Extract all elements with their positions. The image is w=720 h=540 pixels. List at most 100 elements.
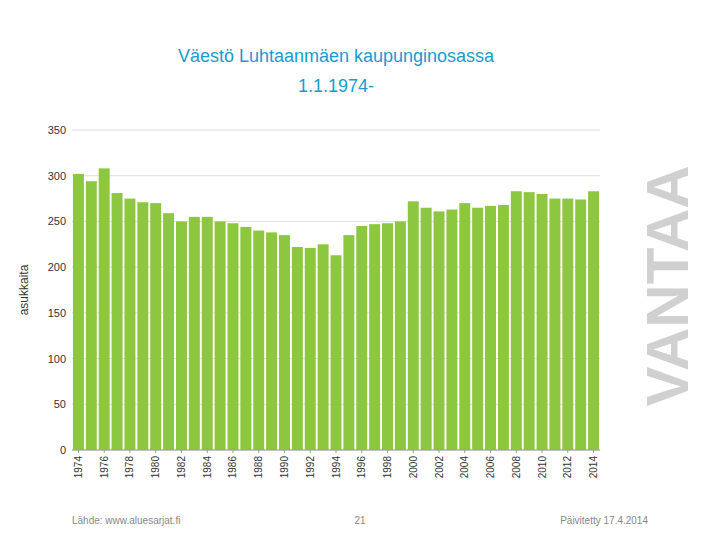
x-tick-label: 1974: [73, 456, 84, 479]
bar: [343, 235, 354, 450]
x-tick-label: 1994: [331, 456, 342, 479]
y-tick-label: 350: [48, 124, 66, 136]
x-tick-label: 2002: [434, 456, 445, 479]
footer-left: Lähde: www.aluesarjat.fi: [72, 515, 180, 526]
bar: [240, 227, 251, 450]
bar: [472, 208, 483, 450]
x-tick-label: 2006: [485, 456, 496, 479]
x-tick: [104, 450, 105, 453]
y-tick-label: 250: [48, 215, 66, 227]
bar: [202, 217, 213, 450]
y-tick-label: 150: [48, 307, 66, 319]
footer-center: 21: [354, 515, 366, 526]
x-tick-label: 1980: [150, 456, 161, 479]
watermark: VANTAA: [634, 165, 701, 406]
bar: [434, 211, 445, 450]
x-tick-label: 1976: [99, 456, 110, 479]
x-tick-label: 1986: [227, 456, 238, 479]
grid-line: [72, 175, 600, 176]
x-tick: [78, 450, 79, 453]
bars: [73, 168, 599, 450]
x-tick-label: 2014: [588, 456, 599, 479]
bar: [124, 199, 135, 450]
x-tick-label: 1978: [124, 456, 135, 479]
footer-right: Päivitetty 17.4.2014: [560, 515, 648, 526]
bar: [549, 199, 560, 450]
y-label: asukkaita: [17, 264, 31, 315]
x-tick-label: 2004: [459, 456, 470, 479]
y-tick-label: 0: [60, 444, 66, 456]
y-tick-label: 200: [48, 261, 66, 273]
x-tick-label: 1992: [305, 456, 316, 479]
bar: [459, 203, 470, 450]
x-tick-label: 2010: [537, 456, 548, 479]
bar: [485, 206, 496, 450]
bar: [253, 231, 264, 450]
bar: [318, 244, 329, 450]
x-tick: [490, 450, 491, 453]
bar: [163, 213, 174, 450]
bar: [137, 202, 148, 450]
bar: [395, 221, 406, 450]
bar: [356, 226, 367, 450]
x-tick-label: 1990: [279, 456, 290, 479]
bar: [382, 223, 393, 450]
bar: [279, 235, 290, 450]
bar: [189, 217, 200, 450]
x-tick: [232, 450, 233, 453]
bar: [537, 194, 548, 450]
x-tick-label: 2012: [562, 456, 573, 479]
x-tick: [542, 450, 543, 453]
bar: [511, 191, 522, 450]
x-tick-label: 2008: [511, 456, 522, 479]
x-tick-label: 1988: [253, 456, 264, 479]
bar: [292, 247, 303, 450]
bar: [588, 191, 599, 450]
bar: [73, 174, 84, 450]
bar: [369, 224, 380, 450]
y-tick-label: 100: [48, 353, 66, 365]
bar: [524, 192, 535, 450]
x-tick: [181, 450, 182, 453]
bar: [86, 181, 97, 450]
x-tick: [387, 450, 388, 453]
x-tick-label: 1998: [382, 456, 393, 479]
x-tick: [207, 450, 208, 453]
x-tick: [361, 450, 362, 453]
y-tick-label: 300: [48, 170, 66, 182]
bar: [446, 210, 457, 450]
subtitle: 1.1.1974-: [298, 76, 374, 96]
x-tick: [155, 450, 156, 453]
x-tick: [413, 450, 414, 453]
x-tick: [284, 450, 285, 453]
x-tick: [516, 450, 517, 453]
bar: [112, 193, 123, 450]
bar: [575, 199, 586, 450]
bar: [331, 255, 342, 450]
bar: [305, 248, 316, 450]
bar: [150, 203, 161, 450]
chart: Väestö Luhtaanmäen kaupunginosassa 1.1.19…: [0, 0, 720, 540]
bar: [498, 205, 509, 450]
x-tick: [593, 450, 594, 453]
y-tick-label: 50: [54, 398, 66, 410]
bar: [99, 168, 110, 450]
bar: [408, 201, 419, 450]
x-tick-label: 1996: [356, 456, 367, 479]
bar: [215, 221, 226, 450]
x-tick: [336, 450, 337, 453]
bar: [421, 208, 432, 450]
title: Väestö Luhtaanmäen kaupunginosassa: [178, 46, 495, 66]
x-tick: [439, 450, 440, 453]
x-tick: [310, 450, 311, 453]
grid-line: [72, 130, 600, 131]
bar: [562, 199, 573, 450]
bar: [266, 232, 277, 450]
x-tick: [129, 450, 130, 453]
grid: [72, 130, 600, 450]
bar: [176, 221, 187, 450]
x-tick-label: 2000: [408, 456, 419, 479]
bar: [228, 223, 239, 450]
x-tick-label: 1984: [202, 456, 213, 479]
x-tick: [567, 450, 568, 453]
